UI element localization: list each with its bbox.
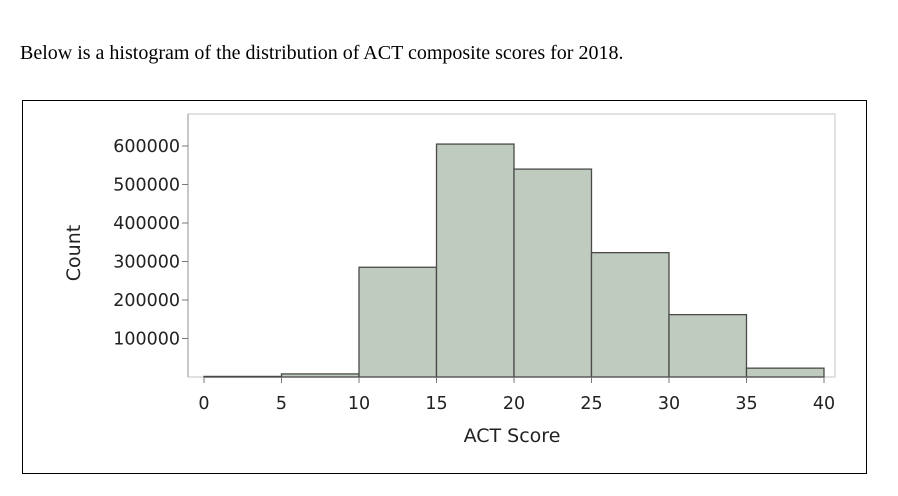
x-tick-label: 30 <box>658 394 680 414</box>
y-tick-label: 200000 <box>113 291 180 311</box>
histogram-bar <box>668 313 748 378</box>
histogram-bar <box>745 367 825 378</box>
histogram-bar <box>590 251 670 378</box>
y-tick-label: 500000 <box>113 176 180 196</box>
histogram-bar <box>513 168 593 378</box>
y-tick-label: 100000 <box>113 330 180 350</box>
x-tick-label: 5 <box>276 394 287 414</box>
x-axis-label: ACT Score <box>464 425 561 447</box>
y-tick-label: 600000 <box>113 137 180 157</box>
x-tick-label: 35 <box>735 394 757 414</box>
histogram-bar <box>435 143 515 378</box>
x-tick-label: 15 <box>425 394 447 414</box>
y-axis-label: Count <box>63 225 85 281</box>
histogram-bar <box>280 373 360 378</box>
x-tick-label: 25 <box>580 394 602 414</box>
x-tick-label: 0 <box>198 394 209 414</box>
x-tick-label: 10 <box>348 394 370 414</box>
histogram-bar <box>358 266 438 378</box>
x-tick-label: 20 <box>503 394 525 414</box>
y-tick-label: 300000 <box>113 253 180 273</box>
y-tick-label: 400000 <box>113 214 180 234</box>
histogram-bar <box>203 375 283 378</box>
figure-frame <box>22 100 867 474</box>
x-tick-label: 40 <box>813 394 835 414</box>
intro-text: Below is a histogram of the distribution… <box>20 42 624 64</box>
